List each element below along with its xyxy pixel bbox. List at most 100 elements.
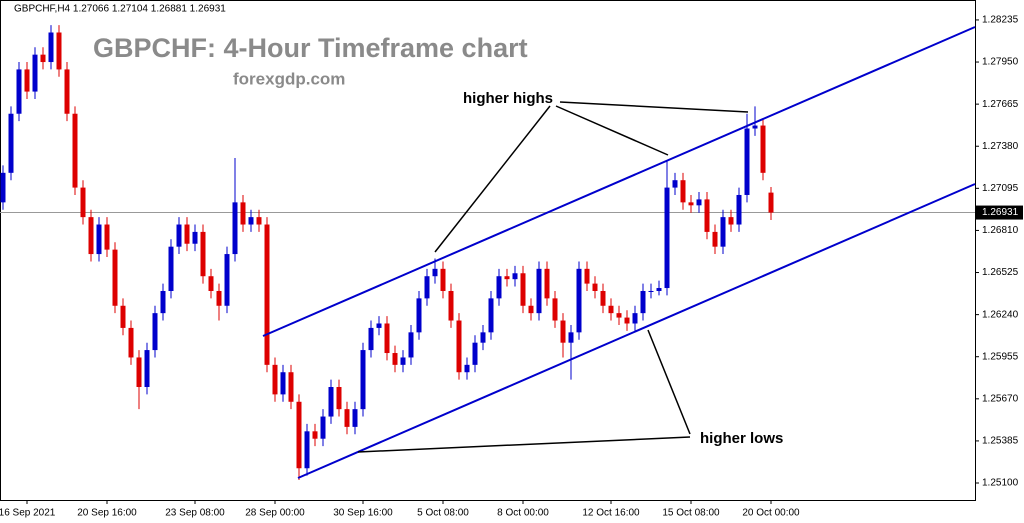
candle-body — [216, 290, 222, 306]
candle-body — [256, 217, 262, 225]
candle-body — [432, 268, 438, 277]
candle-body — [312, 431, 318, 439]
plot-frame — [0, 0, 976, 501]
candle-body — [280, 372, 286, 395]
candle-body — [328, 387, 334, 417]
candle-body — [40, 54, 46, 63]
y-tick-label: 1.25955 — [982, 351, 1019, 362]
candle-body — [528, 305, 534, 314]
candle-body — [424, 276, 430, 299]
candle-body — [744, 128, 750, 195]
x-tick-label: 8 Oct 00:00 — [497, 508, 549, 519]
candle-body — [712, 231, 718, 247]
candle-body — [584, 268, 590, 284]
candle-body — [768, 192, 774, 213]
candle-body — [640, 290, 646, 314]
candle-body — [176, 224, 182, 247]
y-tick-label: 1.25670 — [982, 393, 1019, 404]
y-tick-label: 1.27380 — [982, 141, 1019, 152]
candle-body — [488, 298, 494, 333]
candle-body — [504, 276, 510, 280]
current-price-box — [976, 205, 1023, 220]
x-tick-label: 23 Sep 08:00 — [165, 508, 225, 519]
candle-body — [552, 298, 558, 321]
candle-body — [704, 199, 710, 232]
y-tick-label: 1.27095 — [982, 183, 1019, 194]
candle-body — [648, 290, 654, 292]
candle-body — [392, 353, 398, 365]
candle-body — [688, 202, 694, 206]
annotation-arrows — [357, 101, 749, 453]
candle-body — [672, 180, 678, 188]
candle-body — [352, 409, 358, 427]
candle-body — [368, 327, 374, 351]
candle-body — [288, 372, 294, 402]
candle-body — [592, 283, 598, 291]
candle-body — [296, 401, 302, 469]
candle-body — [184, 224, 190, 244]
candle-body — [96, 224, 102, 255]
candle-body — [456, 320, 462, 373]
candle-body — [48, 32, 54, 63]
candle-body — [320, 416, 326, 439]
annotation: higher lows — [700, 430, 783, 447]
candle-body — [760, 125, 766, 173]
candle-body — [632, 313, 638, 324]
x-tick-label: 28 Sep 00:00 — [245, 508, 305, 519]
x-tick-label: 20 Sep 16:00 — [77, 508, 137, 519]
chart-title: GBPCHF: 4-Hour Timeframe chart — [93, 33, 528, 63]
candle-body — [656, 288, 662, 291]
candle-body — [0, 172, 6, 203]
candle-body — [448, 290, 454, 321]
candle-body — [64, 69, 70, 114]
candle-body — [512, 273, 518, 280]
candle-body — [200, 231, 206, 277]
candle-body — [344, 409, 350, 427]
y-tick-label: 1.25100 — [982, 478, 1019, 489]
y-tick-label: 1.27950 — [982, 57, 1019, 68]
x-tick-label: 12 Oct 16:00 — [582, 508, 640, 519]
subtitle: forexgdp.com — [233, 69, 345, 88]
candle-body — [480, 332, 486, 343]
arrow — [647, 329, 691, 435]
candle-body — [664, 187, 670, 289]
candle-body — [624, 317, 630, 324]
candle-body — [168, 246, 174, 291]
arrow — [559, 101, 749, 113]
candle-body — [728, 217, 734, 225]
candle-body — [568, 332, 574, 343]
candle-body — [408, 332, 414, 358]
candle-body — [128, 327, 134, 358]
candle-body — [104, 224, 110, 250]
candle-body — [192, 231, 198, 244]
candle-body — [56, 32, 62, 70]
candle-body — [720, 217, 726, 247]
candles — [0, 25, 774, 481]
candle-body — [304, 431, 310, 469]
annotation: higher highs — [463, 90, 553, 107]
upper-channel — [262, 26, 976, 337]
arrow — [555, 105, 669, 156]
candle-body — [696, 199, 702, 206]
x-tick-label: 16 Sep 2021 — [0, 508, 56, 519]
candle-body — [120, 305, 126, 328]
x-tick-label: 20 Oct 00:00 — [742, 508, 800, 519]
candle-body — [600, 290, 606, 306]
candle-body — [376, 323, 382, 328]
candle-body — [240, 202, 246, 225]
candle-body — [32, 54, 38, 92]
candle-body — [416, 298, 422, 333]
candle-body — [272, 364, 278, 395]
candle-body — [536, 268, 542, 314]
header: GBPCHF,H4 1.27066 1.27104 1.26881 1.2693… — [14, 4, 226, 15]
y-tick-label: 1.25385 — [982, 436, 1019, 447]
candle-body — [472, 342, 478, 365]
candle-body — [72, 113, 78, 188]
x-tick-label: 30 Sep 16:00 — [333, 508, 393, 519]
candle-body — [112, 249, 118, 306]
candle-body — [264, 224, 270, 365]
candle-body — [8, 113, 14, 173]
candle-body — [520, 273, 526, 306]
candle-body — [24, 69, 30, 92]
